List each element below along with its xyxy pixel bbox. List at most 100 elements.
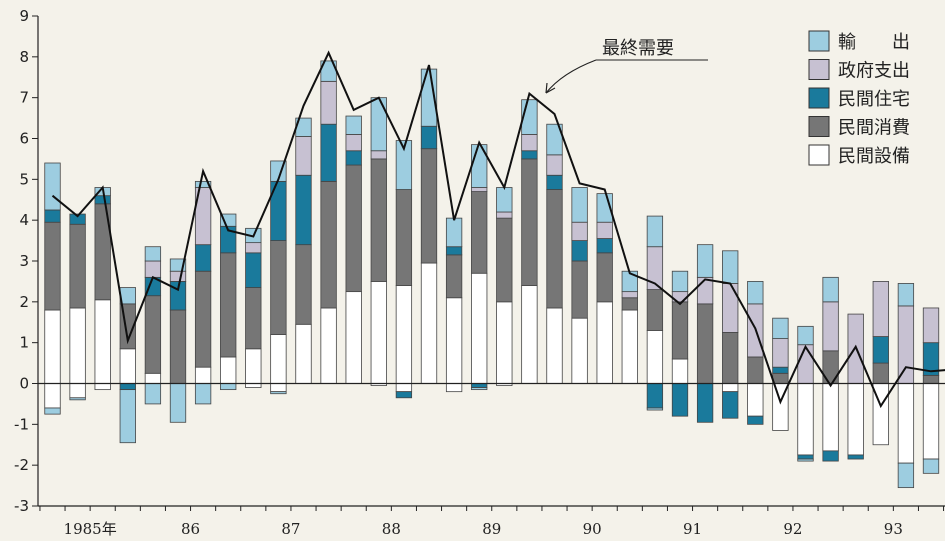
bar-segment [696, 383, 714, 423]
bar-segment [922, 374, 940, 384]
bar-segment [897, 462, 915, 489]
plot-area [38, 16, 945, 506]
bar-segment [320, 307, 337, 384]
bar-segment [370, 150, 387, 160]
bar-segment [621, 297, 638, 311]
bar-segment [220, 383, 237, 391]
bars-group [44, 60, 940, 489]
bar-segment [44, 209, 61, 223]
bar-segment [722, 391, 739, 419]
bar-segment [571, 187, 588, 223]
y-tick-label: 3 [19, 252, 29, 270]
bar-segment [722, 383, 739, 393]
bar-segment [772, 372, 789, 384]
bar-segment [320, 123, 337, 182]
bar-segment [144, 383, 162, 405]
bar-segment [69, 397, 86, 401]
bar-segment [44, 383, 61, 409]
bar-segment [295, 244, 312, 325]
legend-swatch [808, 59, 830, 80]
bar-segment [872, 362, 889, 384]
x-axis: 1985年 86 87 88 89 90 91 92 93 [39, 506, 945, 538]
bar-segment [797, 344, 814, 384]
bar-segment [69, 383, 86, 399]
bar-segment [546, 174, 563, 190]
bar-segment [345, 134, 362, 152]
bar-segment [546, 154, 563, 176]
y-tick-label: -1 [14, 415, 29, 433]
bar-segment [897, 283, 915, 307]
bar-segment [822, 301, 839, 352]
bar-segment [395, 285, 413, 384]
bar-segment [395, 391, 413, 399]
bar-segment [345, 164, 362, 293]
bar-segment [69, 213, 86, 225]
y-tick-label: 1 [19, 334, 29, 352]
bar-segment [596, 301, 613, 384]
y-tick-label: 7 [19, 89, 29, 107]
bar-segment [245, 383, 262, 388]
bar-segment [194, 180, 212, 188]
bar-segment [696, 244, 714, 278]
bar-segment [747, 415, 764, 425]
bar-segment [471, 383, 488, 388]
bar-segment [44, 407, 61, 415]
bar-segment [69, 307, 86, 384]
bar-segment [671, 358, 689, 384]
bar-segment [847, 383, 864, 456]
bar-segment [496, 301, 513, 384]
bar-segment [571, 317, 588, 384]
bar-segment [445, 217, 463, 248]
bar-segment [395, 189, 413, 286]
bar-segment [571, 260, 588, 319]
bar-segment [345, 115, 362, 135]
bar-segment [320, 180, 337, 309]
bar-segment [194, 383, 212, 405]
bar-segment [270, 391, 287, 395]
bar-segment [747, 281, 764, 305]
bar-segment [471, 387, 488, 391]
x-year-label: 92 [783, 520, 802, 538]
bar-segment [144, 372, 162, 384]
x-year-label: 89 [482, 520, 501, 538]
bar-segment [194, 270, 212, 368]
bar-segment [571, 221, 588, 241]
bar-segment [496, 211, 513, 219]
bar-segment [646, 215, 664, 248]
bar-segment [621, 309, 638, 384]
bar-segment [646, 407, 664, 411]
bar-segment [922, 383, 940, 460]
bar-segment [44, 309, 61, 384]
bar-segment [471, 187, 488, 192]
bar-segment [797, 454, 814, 460]
bar-segment [521, 285, 538, 384]
bar-segment [772, 317, 789, 339]
bar-segment [671, 301, 689, 360]
bar-segment [144, 246, 162, 262]
bar-segment [596, 252, 613, 303]
bar-segment [471, 191, 488, 274]
bar-segment [496, 217, 513, 303]
legend-swatch [808, 30, 830, 52]
bar-segment [872, 336, 889, 364]
x-year-label: 1985年 [64, 520, 117, 538]
bar-segment [646, 289, 664, 331]
bar-segment [546, 189, 563, 309]
bar-segment [119, 383, 136, 391]
bar-segment [169, 270, 187, 282]
bar-segment [370, 281, 387, 384]
x-year-label: 90 [583, 520, 602, 538]
legend-label: 政府支出 [838, 61, 910, 82]
y-tick-label: 9 [19, 7, 29, 25]
final-demand-line [51, 50, 945, 409]
bar-segment [747, 356, 764, 384]
bar-segment [471, 272, 488, 384]
bar-segment [295, 323, 312, 384]
bar-segment [696, 303, 714, 384]
bar-segment [194, 366, 212, 384]
bar-segment [922, 307, 940, 344]
y-tick-label: 2 [19, 293, 29, 311]
bar-segment [922, 458, 940, 474]
